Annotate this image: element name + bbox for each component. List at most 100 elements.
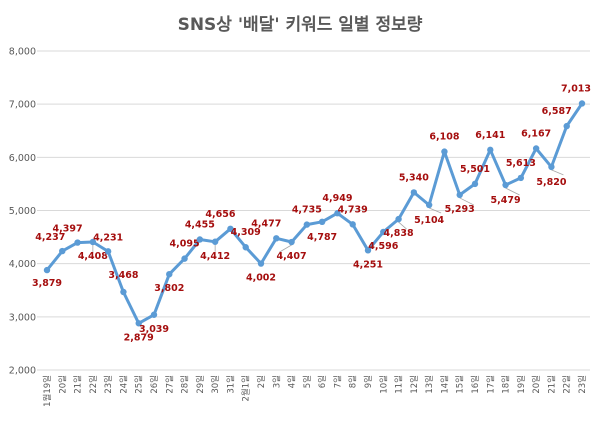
data-label: 4,237: [35, 232, 65, 243]
data-label: 5,501: [460, 164, 490, 175]
y-tick-label: 5,000: [9, 206, 36, 217]
data-point: [456, 191, 463, 199]
data-point: [471, 180, 479, 188]
data-label: 4,596: [368, 241, 398, 252]
data-label: 4,412: [200, 251, 230, 262]
x-tick-label: 30일: [211, 375, 221, 394]
data-label: 4,455: [185, 219, 215, 230]
data-point: [59, 247, 66, 255]
x-tick-label: 20일: [58, 375, 68, 394]
data-point: [257, 260, 265, 267]
data-label: 4,002: [246, 273, 276, 284]
data-label: 4,656: [205, 209, 235, 220]
data-point: [120, 288, 127, 296]
x-tick-label: 31일: [226, 375, 236, 394]
x-tick-label: 28일: [181, 375, 191, 394]
x-tick-label: 22일: [89, 375, 99, 394]
data-label: 5,293: [445, 204, 475, 215]
data-label: 3,468: [108, 270, 138, 281]
data-label: 4,231: [93, 232, 123, 243]
data-point: [43, 266, 51, 274]
x-tick-label: 8일: [349, 375, 359, 388]
data-label: 2,879: [124, 332, 154, 343]
data-point: [441, 148, 448, 155]
x-tick-label: 23일: [578, 375, 588, 394]
data-point: [364, 247, 372, 254]
data-point: [211, 238, 219, 245]
y-tick-label: 7,000: [9, 100, 36, 111]
x-tick-label: 27일: [165, 375, 175, 394]
data-label: 3,879: [32, 278, 62, 289]
data-label: 4,787: [307, 232, 337, 243]
data-label: 4,309: [231, 227, 261, 238]
data-label: 4,095: [170, 239, 200, 250]
x-tick-label: 22일: [563, 375, 573, 394]
x-tick-label: 20일: [532, 375, 542, 394]
x-tick-label: 2일: [257, 375, 267, 388]
data-point: [166, 270, 173, 278]
data-point: [150, 311, 158, 318]
x-tick-label: 21일: [74, 375, 84, 394]
data-point: [548, 163, 555, 171]
data-point: [410, 189, 418, 196]
x-tick-label: 14일: [440, 375, 450, 394]
data-label: 4,251: [353, 259, 383, 270]
data-point: [303, 221, 311, 228]
x-tick-label: 11일: [395, 375, 405, 394]
data-label: 6,141: [475, 130, 505, 141]
data-point: [502, 181, 509, 189]
data-label: 4,477: [251, 218, 281, 229]
label-leader-line: [459, 197, 474, 206]
label-leader-line: [551, 169, 564, 176]
x-tick-label: 16일: [471, 375, 481, 394]
y-tick-label: 3,000: [9, 312, 36, 323]
x-tick-label: 2월1일: [241, 375, 252, 401]
data-point: [395, 215, 402, 223]
data-point: [563, 122, 570, 130]
data-label: 5,613: [506, 158, 536, 169]
x-tick-label: 4일: [288, 375, 298, 388]
data-point: [318, 218, 326, 226]
y-tick-label: 4,000: [9, 259, 36, 270]
data-point: [242, 244, 249, 251]
x-tick-label: 15일: [456, 375, 466, 394]
data-point: [288, 238, 295, 246]
data-point: [181, 255, 188, 262]
label-leader-line: [398, 221, 407, 230]
x-tick-label: 23일: [104, 375, 114, 394]
data-point: [89, 238, 97, 246]
data-point: [135, 320, 142, 327]
x-tick-label: 1월19일: [42, 375, 53, 407]
data-point: [273, 235, 280, 242]
data-label: 4,408: [78, 251, 108, 262]
data-point: [74, 239, 81, 246]
data-point: [532, 145, 540, 152]
y-tick-label: 8,000: [9, 47, 36, 58]
data-label: 4,949: [322, 193, 352, 204]
data-label: 5,104: [414, 215, 444, 226]
x-tick-label: 19일: [517, 375, 527, 394]
label-leader-line: [428, 207, 442, 214]
x-tick-label: 9일: [364, 375, 374, 388]
x-tick-label: 26일: [150, 375, 160, 394]
x-tick-label: 5일: [303, 375, 313, 388]
data-label: 6,167: [521, 128, 551, 139]
data-label: 3,039: [139, 324, 169, 335]
data-label: 4,397: [53, 224, 83, 235]
data-point: [517, 174, 525, 182]
data-point: [380, 228, 387, 236]
x-tick-label: 7일: [333, 375, 343, 388]
data-label: 7,013: [561, 83, 591, 94]
data-point: [227, 225, 234, 232]
chart-title: SNS상 '배달' 키워드 일별 정보량: [177, 15, 423, 35]
data-label: 6,587: [542, 106, 572, 117]
x-tick-label: 24일: [119, 375, 129, 394]
data-point: [578, 100, 586, 107]
data-point: [334, 210, 341, 217]
data-point: [196, 236, 204, 243]
label-leader-line: [505, 187, 520, 196]
x-tick-label: 18일: [502, 375, 512, 394]
y-tick-label: 6,000: [9, 153, 36, 164]
data-label: 4,838: [384, 228, 414, 239]
